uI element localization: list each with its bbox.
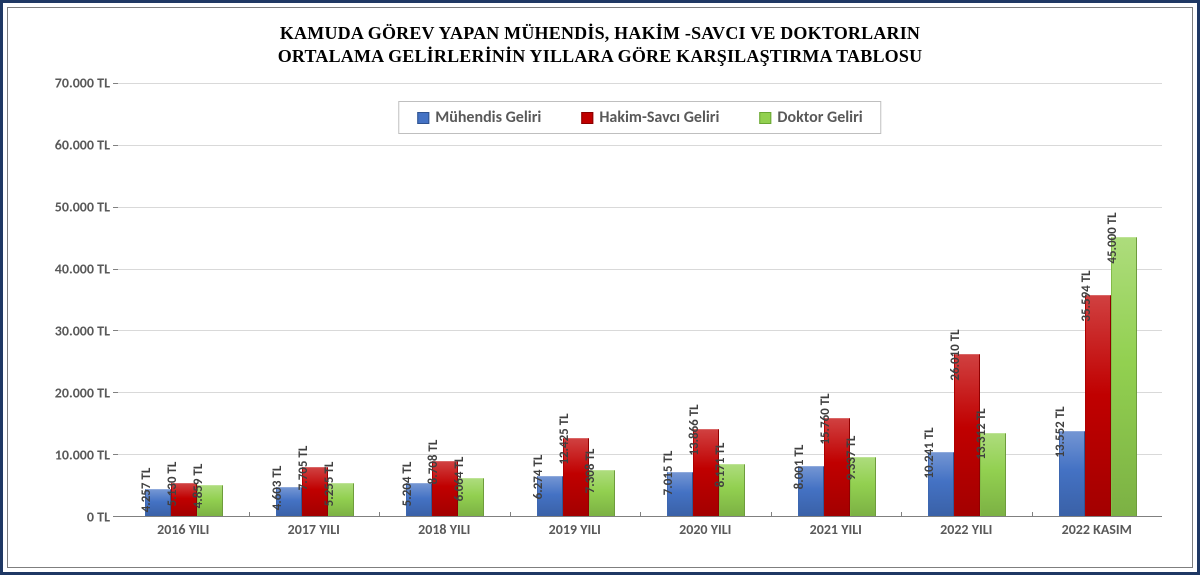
y-tick-label: 40.000 TL (55, 261, 110, 278)
bar-group: 8.001 TL 15.760 TL 9.337 TL (798, 83, 874, 516)
x-tick-mark (1032, 512, 1033, 517)
bar-value-label: 6.064 TL (452, 456, 471, 501)
bar: 5.204 TL (406, 483, 432, 516)
title-line-2: ORTALAMA GELİRLERİNİN YILLARA GÖRE KARŞI… (278, 46, 923, 66)
bar-value-label: 35.594 TL (1079, 270, 1098, 321)
legend-item: Doktor Geliri (759, 108, 862, 127)
legend-label: Hakim-Savcı Geliri (599, 108, 719, 127)
bar: 7.308 TL (589, 470, 615, 516)
y-tick-label: 20.000 TL (55, 385, 110, 402)
bar-value-label: 15.760 TL (818, 393, 837, 444)
bar-value-label: 7.308 TL (583, 448, 602, 493)
x-axis: 2016 YILI2017 YILI2018 YILI2019 YILI2020… (118, 517, 1162, 547)
bar-value-label: 4.257 TL (139, 467, 158, 512)
bar-value-label: 5.255 TL (322, 461, 341, 506)
bar-group: 6.274 TL 12.425 TL 7.308 TL (537, 83, 613, 516)
bar-value-label: 12.425 TL (557, 414, 576, 465)
bar-group: 4.603 TL7.705 TL 5.255 TL (276, 83, 352, 516)
y-tick-label: 60.000 TL (55, 137, 110, 154)
bar: 9.337 TL (850, 457, 876, 516)
bar-group: 5.204 TL8.708 TL 6.064 TL (406, 83, 482, 516)
gridline (118, 83, 1162, 84)
bar: 10.241 TL (928, 452, 954, 516)
gridline (118, 330, 1162, 331)
bar-group: 4.257 TL5.130 TL4.859 TL (145, 83, 221, 516)
chart-title: KAMUDA GÖREV YAPAN MÜHENDİS, HAKİM -SAVC… (8, 8, 1192, 67)
bar-value-label: 4.859 TL (191, 464, 210, 509)
bar: 5.255 TL (328, 483, 354, 517)
plot-area: Mühendis Geliri Hakim-Savcı Geliri Doktor … (118, 83, 1162, 517)
bar-value-label: 9.337 TL (844, 436, 863, 481)
x-category-label: 2016 YILI (118, 521, 249, 538)
x-tick-mark (771, 512, 772, 517)
y-axis: 0 TL10.000 TL20.000 TL30.000 TL40.000 TL… (28, 83, 118, 517)
bar-value-label: 13.312 TL (974, 408, 993, 459)
x-tick-mark (249, 512, 250, 517)
x-category-label: 2022 KASIM (1032, 521, 1163, 538)
x-tick-mark (379, 512, 380, 517)
x-category-label: 2017 YILI (249, 521, 380, 538)
bar-group: 13.552 TL35.594 TL45.000 TL (1059, 83, 1135, 516)
gridline (118, 392, 1162, 393)
y-tick-label: 10.000 TL (55, 447, 110, 464)
bar: 13.552 TL (1059, 431, 1085, 516)
bar-value-label: 26.010 TL (948, 329, 967, 380)
bar: 8.001 TL (798, 466, 824, 516)
title-line-1: KAMUDA GÖREV YAPAN MÜHENDİS, HAKİM -SAVC… (280, 23, 920, 43)
bar-value-label: 8.708 TL (426, 440, 445, 485)
bar: 6.064 TL (458, 478, 484, 517)
x-category-label: 2020 YILI (640, 521, 771, 538)
bar-value-label: 10.241 TL (922, 427, 941, 478)
bar: 4.603 TL (276, 487, 302, 516)
bar-value-label: 7.015 TL (661, 450, 680, 495)
gridline (118, 269, 1162, 270)
bar-value-label: 45.000 TL (1105, 212, 1124, 263)
bar-group: 10.241 TL 26.010 TL 13.312 TL (928, 83, 1004, 516)
bar-group: 7.015 TL 13.866 TL 8.171 TL (667, 83, 743, 516)
bar-value-label: 13.866 TL (687, 405, 706, 456)
x-tick-mark (510, 512, 511, 517)
legend-label: Doktor Geliri (777, 108, 862, 127)
legend-item: Mühendis Geliri (417, 108, 541, 127)
x-category-label: 2022 YILI (901, 521, 1032, 538)
legend-label: Mühendis Geliri (435, 108, 541, 127)
legend-swatch (417, 112, 429, 124)
chart-area: 0 TL 10.000 TL 20.000 TL 30.000 TL 40.000 TL… (28, 83, 1172, 547)
bar-value-label: 7.705 TL (296, 446, 315, 491)
outer-frame: KAMUDA GÖREV YAPAN MÜHENDİS, HAKİM -SAVC… (0, 0, 1200, 575)
x-tick-mark (901, 512, 902, 517)
inner-frame: KAMUDA GÖREV YAPAN MÜHENDİS, HAKİM -SAVC… (7, 7, 1193, 568)
x-category-label: 2021 YILI (771, 521, 902, 538)
bar: 13.312 TL (980, 433, 1006, 516)
x-category-label: 2018 YILI (379, 521, 510, 538)
bar-value-label: 8.001 TL (792, 444, 811, 489)
y-tick-label: 70.000 TL (55, 75, 110, 92)
bar: 7.015 TL (667, 472, 693, 516)
y-tick-label: 0 TL (87, 509, 110, 526)
bar-value-label: 13.552 TL (1053, 407, 1072, 458)
legend-item: Hakim-Savcı Geliri (581, 108, 719, 127)
bar-value-label: 8.171 TL (713, 443, 732, 488)
bar: 4.859 TL (197, 485, 223, 516)
bar: 6.274 TL (537, 476, 563, 516)
legend-swatch (581, 112, 593, 124)
y-tick-label: 50.000 TL (55, 199, 110, 216)
bar: 45.000 TL (1111, 237, 1137, 516)
y-tick-label: 30.000 TL (55, 323, 110, 340)
x-tick-mark (640, 512, 641, 517)
bar: 8.171 TL (719, 464, 745, 516)
bar-value-label: 6.274 TL (531, 455, 550, 500)
legend-swatch (759, 112, 771, 124)
bar-value-label: 5.204 TL (400, 461, 419, 506)
x-category-label: 2019 YILI (510, 521, 641, 538)
bar-value-label: 5.130 TL (165, 462, 184, 507)
gridline (118, 207, 1162, 208)
bar-value-label: 4.603 TL (270, 465, 289, 510)
bar: 35.594 TL (1085, 295, 1111, 516)
gridline (118, 145, 1162, 146)
legend: Mühendis Geliri Hakim-Savcı Geliri Doktor … (398, 101, 881, 134)
